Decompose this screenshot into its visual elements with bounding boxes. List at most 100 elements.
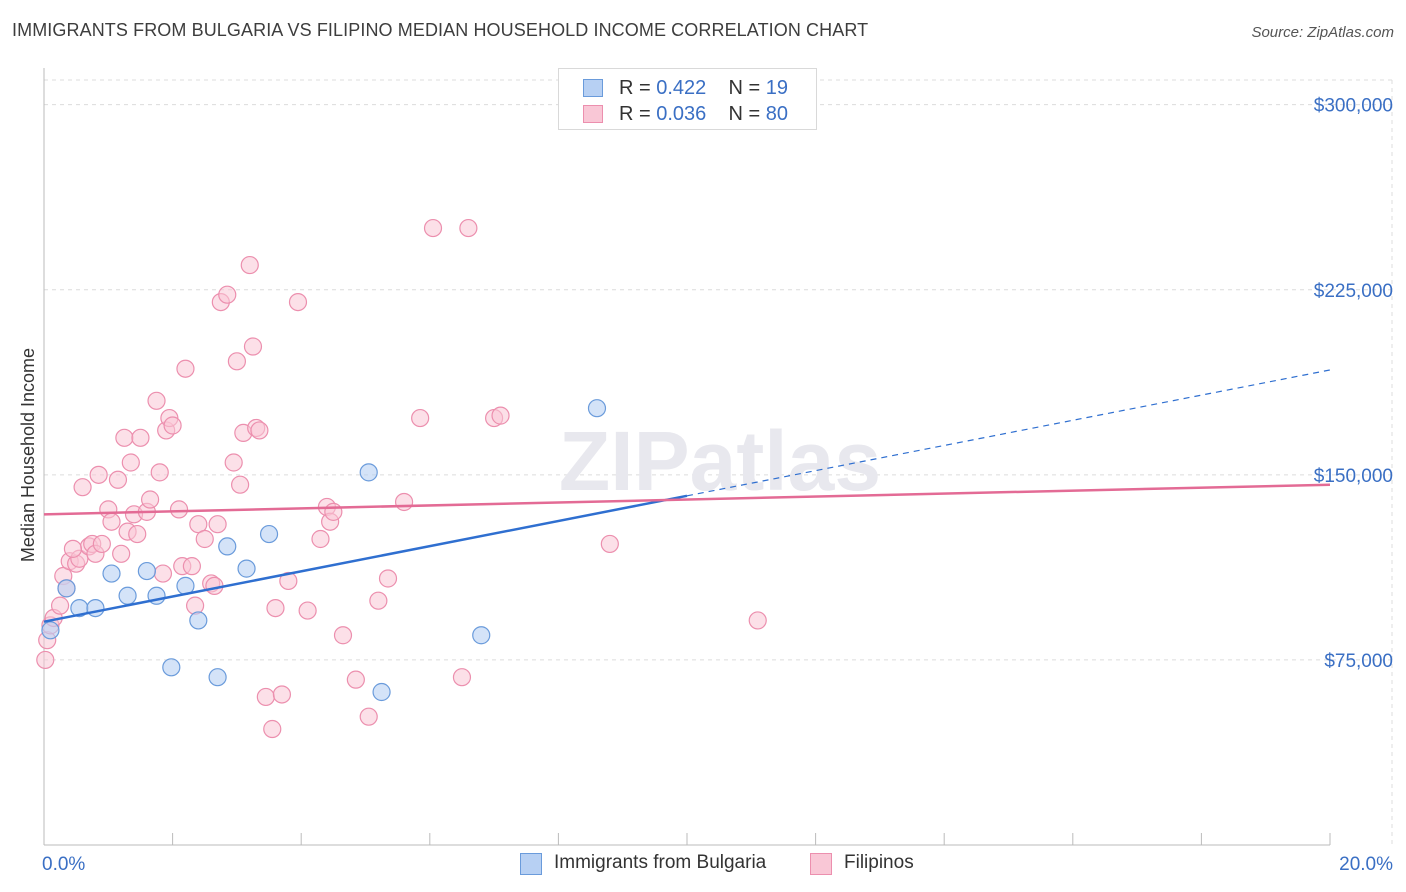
bottom-legend-swatch-blue <box>520 853 542 875</box>
filipinos-point <box>411 408 430 428</box>
bulgaria-point <box>237 559 256 578</box>
legend-n-label: N = <box>728 77 766 99</box>
filipinos-point <box>359 707 378 726</box>
filipinos-point <box>176 359 195 378</box>
legend-n-value: 80 <box>765 103 789 125</box>
legend-swatch-pink <box>583 105 603 123</box>
bulgaria-point <box>137 561 156 581</box>
tick-labels: $75,000 $150,000 $225,000 $300,000 0.0% 20.0%… <box>18 96 1393 875</box>
filipinos-point <box>333 626 353 645</box>
filipinos-point <box>452 668 472 687</box>
bulgaria-points <box>41 399 607 702</box>
bulgaria-point <box>86 598 105 618</box>
bottom-legend-swatch-pink <box>810 853 832 875</box>
filipinos-point <box>279 571 298 591</box>
legend-box: R = 0.422 N = 19 R = 0.036 N = 80 <box>558 68 817 130</box>
legend-r-value: 0.422 <box>656 77 707 99</box>
filipinos-point <box>311 529 330 549</box>
source-label: Source: ZipAtlas.com <box>1251 24 1394 41</box>
filipinos-point <box>147 391 166 410</box>
bulgaria-trend-line <box>43 494 688 623</box>
filipinos-point <box>73 478 92 497</box>
filipinos-point <box>112 544 131 563</box>
filipinos-point <box>288 292 308 312</box>
filipinos-point <box>63 539 83 558</box>
bulgaria-point <box>41 621 60 640</box>
filipinos-point <box>272 685 292 704</box>
filipinos-point <box>394 492 414 512</box>
filipinos-point <box>50 596 70 615</box>
filipinos-point <box>108 470 128 489</box>
bulgaria-point <box>57 579 76 598</box>
filipinos-point <box>140 490 160 509</box>
x-tick-label: 0.0% <box>42 854 85 875</box>
bulgaria-point <box>359 463 378 482</box>
filipinos-points <box>36 218 767 739</box>
filipinos-point <box>150 463 169 482</box>
y-axis-label: Median Household Income <box>18 348 38 562</box>
filipinos-point <box>128 524 147 544</box>
filipinos-point <box>153 564 173 583</box>
legend-r-label: R = <box>619 103 657 125</box>
filipinos-point <box>748 611 767 630</box>
x-tick-label: 20.0% <box>1339 854 1393 875</box>
filipinos-point <box>231 475 250 494</box>
filipinos-point <box>208 515 227 534</box>
filipinos-point <box>369 591 388 610</box>
legend-n-label: N = <box>728 103 766 125</box>
filipinos-point <box>491 406 510 425</box>
filipinos-point <box>89 465 108 484</box>
y-tick-label: $225,000 <box>1314 281 1393 302</box>
filipinos-point <box>423 218 443 238</box>
filipinos-point <box>227 352 246 371</box>
bulgaria-point <box>162 658 181 677</box>
filipinos-point <box>250 421 269 440</box>
filipinos-point <box>102 512 121 531</box>
filipinos-point <box>36 650 55 670</box>
filipinos-point <box>224 453 243 472</box>
filipinos-point <box>346 670 365 689</box>
filipinos-point <box>243 337 263 356</box>
trend-lines <box>43 369 1331 623</box>
bottom-legend-label: Filipinos <box>844 852 914 873</box>
legend-swatch-blue <box>583 79 603 97</box>
axes <box>43 68 1331 846</box>
filipinos-point <box>218 285 237 304</box>
bulgaria-point <box>208 668 227 687</box>
filipinos-point <box>121 453 140 472</box>
bulgaria-point <box>587 399 607 418</box>
legend-n-value: 19 <box>765 77 789 99</box>
filipinos-point <box>131 428 150 447</box>
filipinos-point <box>115 428 134 447</box>
filipinos-point <box>378 569 398 588</box>
chart-title: IMMIGRANTS FROM BULGARIA VS FILIPINO MED… <box>12 20 869 40</box>
filipinos-point <box>163 416 182 435</box>
bulgaria-point <box>472 626 491 645</box>
filipinos-point <box>240 255 259 275</box>
filipinos-point <box>195 529 214 549</box>
bulgaria-point <box>102 564 121 583</box>
y-tick-label: $300,000 <box>1314 96 1393 117</box>
filipinos-point <box>92 534 111 554</box>
watermark: ZIPatlas <box>559 414 881 508</box>
filipinos-point <box>263 719 282 739</box>
bulgaria-point <box>372 682 391 702</box>
bulgaria-point <box>218 537 237 556</box>
bulgaria-point <box>189 611 208 630</box>
filipinos-point <box>459 218 478 238</box>
bulgaria-point <box>118 586 137 605</box>
legend-r-value: 0.036 <box>656 103 707 125</box>
filipinos-point <box>169 500 189 519</box>
bulgaria-point <box>259 524 279 544</box>
filipinos-point <box>324 502 343 521</box>
filipinos-point <box>298 601 317 620</box>
filipinos-point <box>256 687 275 707</box>
bottom-legend-label: Immigrants from Bulgaria <box>554 852 767 873</box>
legend-r-label: R = <box>619 77 657 99</box>
filipinos-point <box>266 598 285 618</box>
y-tick-label: $75,000 <box>1324 651 1393 672</box>
y-tick-label: $150,000 <box>1314 466 1393 487</box>
filipinos-point <box>600 534 619 554</box>
filipinos-point <box>186 596 205 615</box>
